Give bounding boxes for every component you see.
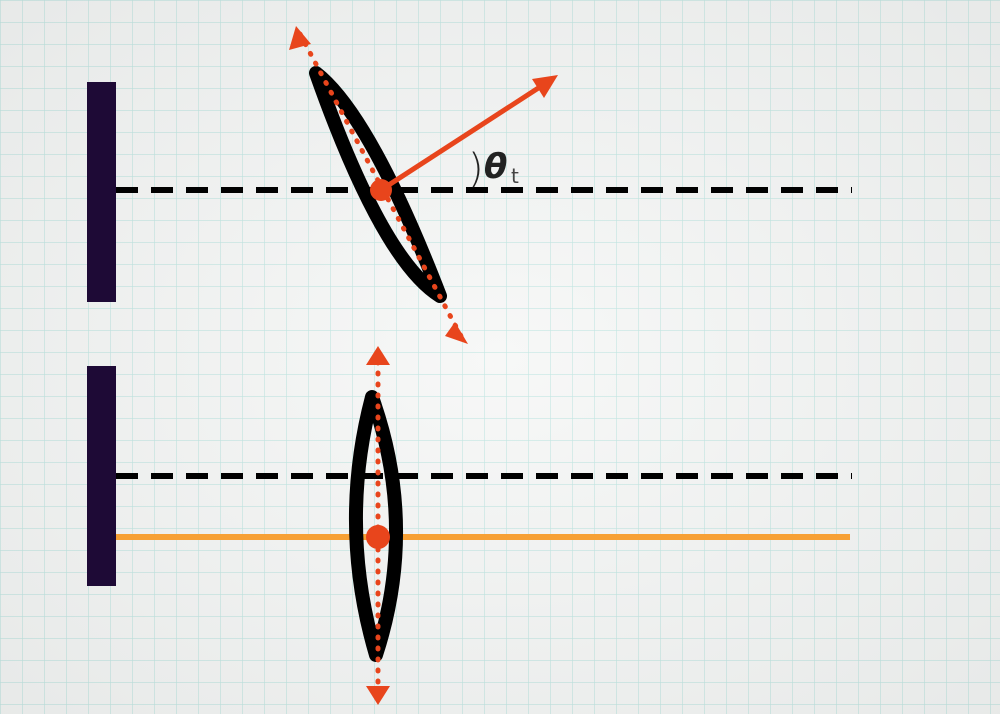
theta-subscript: t xyxy=(511,164,519,188)
theta-symbol: θ xyxy=(484,147,507,187)
decentered-lens-diagram xyxy=(87,346,852,705)
bottom-lens-plane-arrowhead-up xyxy=(366,346,390,365)
top-lens-normal-line xyxy=(379,82,545,193)
bottom-screen-bar xyxy=(87,366,116,586)
top-lens-center-dot xyxy=(370,179,392,201)
bottom-lens-center-dot xyxy=(366,525,390,549)
top-lens-plane-arrowhead-up xyxy=(289,26,311,50)
bottom-lens xyxy=(348,390,404,662)
top-screen-bar xyxy=(87,82,116,302)
top-lens-plane-arrowhead-down xyxy=(445,322,468,344)
angle-bracket: ) xyxy=(468,146,484,192)
top-lens-normal-arrowhead xyxy=(532,75,558,98)
tilt-angle-label: ) θ t xyxy=(468,146,519,192)
bottom-lens-plane-arrowhead-down xyxy=(366,686,390,705)
tilted-lens-diagram: ) θ t xyxy=(87,26,852,344)
top-lens-plane-dotted xyxy=(297,31,465,341)
